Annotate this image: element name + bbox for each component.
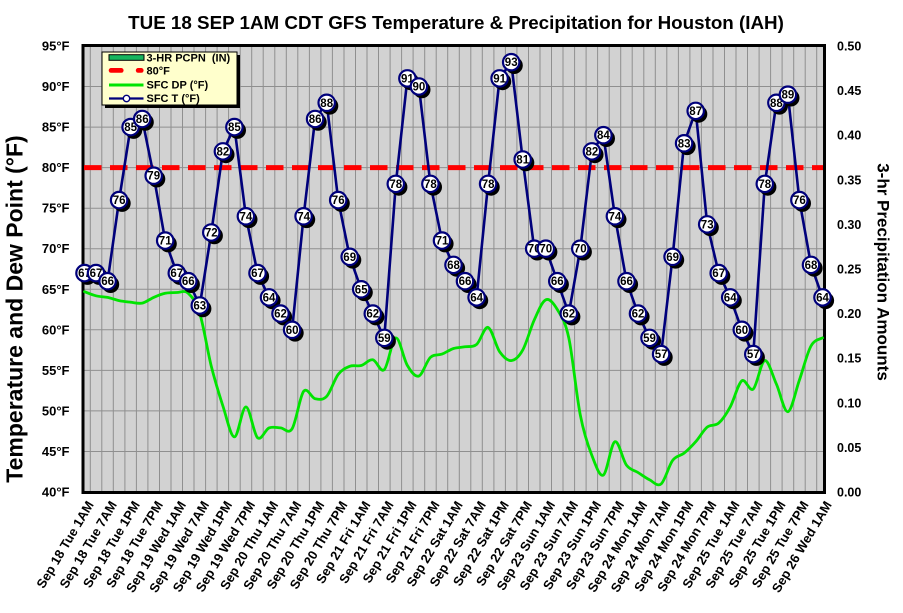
- svg-text:Temperature and Dew Point (°F): Temperature and Dew Point (°F): [2, 135, 28, 482]
- svg-text:93: 93: [505, 57, 518, 69]
- svg-text:66: 66: [182, 276, 195, 288]
- svg-text:64: 64: [263, 292, 276, 304]
- svg-text:66: 66: [620, 276, 633, 288]
- svg-text:74: 74: [240, 211, 253, 223]
- svg-text:71: 71: [436, 236, 449, 248]
- svg-text:63: 63: [193, 301, 206, 313]
- svg-text:84: 84: [597, 130, 610, 142]
- svg-text:62: 62: [274, 309, 287, 321]
- svg-text:79: 79: [147, 171, 160, 183]
- svg-text:0.00: 0.00: [837, 486, 861, 500]
- svg-text:60°F: 60°F: [42, 322, 70, 337]
- svg-text:59: 59: [378, 333, 391, 345]
- svg-text:59: 59: [643, 333, 656, 345]
- svg-text:68: 68: [805, 260, 818, 272]
- svg-text:78: 78: [389, 179, 402, 191]
- svg-text:86: 86: [136, 114, 149, 126]
- svg-text:0.40: 0.40: [837, 129, 861, 143]
- svg-text:76: 76: [332, 195, 345, 207]
- svg-text:0.50: 0.50: [837, 40, 861, 54]
- svg-text:0.10: 0.10: [837, 396, 861, 410]
- svg-text:62: 62: [562, 309, 575, 321]
- svg-text:60: 60: [286, 325, 299, 337]
- svg-text:60: 60: [735, 325, 748, 337]
- svg-text:85: 85: [124, 122, 137, 134]
- svg-text:88: 88: [320, 98, 333, 110]
- svg-text:91: 91: [493, 73, 506, 85]
- svg-text:74: 74: [609, 211, 622, 223]
- svg-text:90: 90: [413, 82, 426, 94]
- svg-text:78: 78: [482, 179, 495, 191]
- svg-text:66: 66: [459, 276, 472, 288]
- svg-text:87: 87: [689, 106, 702, 118]
- svg-text:82: 82: [586, 146, 599, 158]
- svg-text:0.35: 0.35: [837, 173, 861, 187]
- svg-text:68: 68: [447, 260, 460, 272]
- svg-text:67: 67: [251, 268, 264, 280]
- svg-text:62: 62: [632, 309, 645, 321]
- svg-text:66: 66: [551, 276, 564, 288]
- svg-text:75°F: 75°F: [42, 201, 70, 216]
- svg-text:67: 67: [90, 268, 103, 280]
- svg-text:76: 76: [113, 195, 126, 207]
- svg-text:67: 67: [712, 268, 725, 280]
- svg-text:83: 83: [678, 138, 691, 150]
- svg-text:80°F: 80°F: [42, 160, 70, 175]
- svg-text:0.05: 0.05: [837, 441, 861, 455]
- svg-text:88: 88: [770, 98, 783, 110]
- svg-text:80°F: 80°F: [147, 66, 171, 78]
- svg-text:TUE 18 SEP 1AM CDT GFS Tempera: TUE 18 SEP 1AM CDT GFS Temperature & Pre…: [128, 12, 784, 33]
- svg-text:85: 85: [228, 122, 241, 134]
- svg-text:0.45: 0.45: [837, 84, 861, 98]
- svg-text:82: 82: [217, 146, 230, 158]
- svg-text:74: 74: [297, 211, 310, 223]
- svg-text:50°F: 50°F: [42, 403, 70, 418]
- svg-text:65°F: 65°F: [42, 282, 70, 297]
- svg-text:0.15: 0.15: [837, 352, 861, 366]
- svg-text:78: 78: [424, 179, 437, 191]
- svg-text:64: 64: [470, 292, 483, 304]
- svg-text:0.20: 0.20: [837, 307, 861, 321]
- svg-text:64: 64: [816, 292, 829, 304]
- svg-text:70: 70: [539, 244, 552, 256]
- svg-text:70: 70: [574, 244, 587, 256]
- svg-text:76: 76: [793, 195, 806, 207]
- svg-text:95°F: 95°F: [42, 39, 70, 54]
- svg-text:65: 65: [355, 284, 368, 296]
- svg-text:SFC T (°F): SFC T (°F): [147, 93, 201, 105]
- svg-text:73: 73: [701, 219, 714, 231]
- svg-text:62: 62: [366, 309, 379, 321]
- svg-text:66: 66: [101, 276, 114, 288]
- svg-text:86: 86: [309, 114, 322, 126]
- svg-text:71: 71: [159, 236, 172, 248]
- svg-text:57: 57: [655, 349, 668, 361]
- svg-text:SFC DP (°F): SFC DP (°F): [147, 80, 209, 92]
- svg-text:90°F: 90°F: [42, 79, 70, 94]
- svg-text:69: 69: [343, 252, 356, 264]
- svg-text:85°F: 85°F: [42, 120, 70, 135]
- svg-text:57: 57: [747, 349, 760, 361]
- svg-text:0.25: 0.25: [837, 263, 861, 277]
- svg-text:69: 69: [666, 252, 679, 264]
- svg-text:78: 78: [758, 179, 771, 191]
- svg-text:72: 72: [205, 228, 218, 240]
- svg-text:3-HR PCPN (IN): 3-HR PCPN (IN): [147, 53, 231, 65]
- svg-text:40°F: 40°F: [42, 485, 70, 500]
- svg-text:55°F: 55°F: [42, 363, 70, 378]
- svg-text:0.30: 0.30: [837, 218, 861, 232]
- svg-text:3-hr Precipitation Amounts: 3-hr Precipitation Amounts: [874, 163, 893, 381]
- svg-text:64: 64: [724, 292, 737, 304]
- svg-text:89: 89: [782, 90, 795, 102]
- svg-text:70°F: 70°F: [42, 241, 70, 256]
- svg-text:81: 81: [516, 155, 529, 167]
- svg-text:45°F: 45°F: [42, 444, 70, 459]
